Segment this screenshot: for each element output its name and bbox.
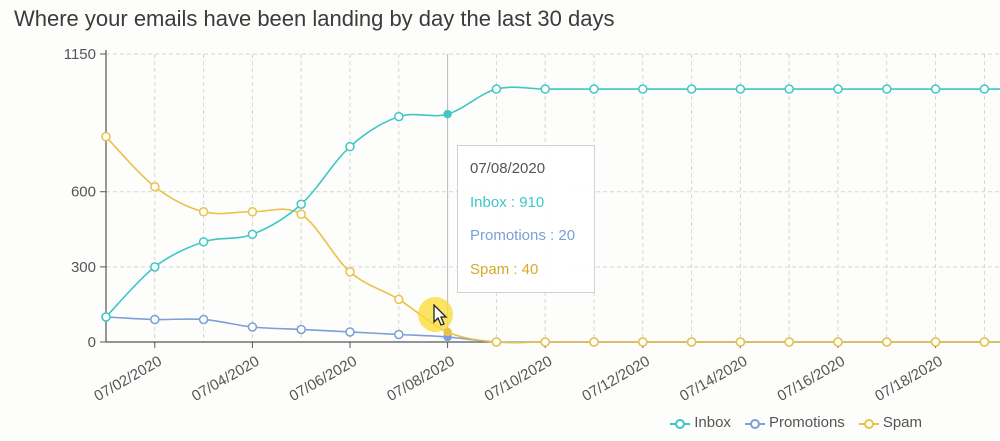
data-point-spam [345, 267, 355, 277]
series-line-promotions [105, 316, 1000, 344]
mouse-pointer-icon [433, 304, 448, 326]
legend-item-promotions[interactable]: Promotions [744, 414, 845, 431]
data-point-inbox [540, 84, 550, 94]
data-point-spam [638, 337, 648, 347]
data-point-spam [540, 337, 550, 347]
x-tick-label: 07/08/2020 [384, 353, 458, 405]
data-point-spam [589, 337, 599, 347]
x-tick-label: 07/10/2020 [482, 353, 556, 405]
data-point-spam [443, 327, 452, 337]
data-point-inbox [686, 84, 697, 94]
data-point-spam [930, 337, 941, 347]
legend-marker-icon [744, 417, 765, 429]
tooltip-inbox: Inbox : 910 [470, 193, 545, 211]
data-point-inbox [930, 84, 941, 94]
data-point-inbox [589, 84, 599, 94]
data-point-spam [735, 337, 746, 347]
x-tick-label: 07/04/2020 [189, 353, 263, 405]
data-point-spam [784, 337, 794, 347]
data-point-spam [150, 181, 160, 192]
data-point-spam [686, 337, 697, 347]
data-point-inbox [491, 84, 502, 94]
tooltip-promotions: Promotions : 20 [470, 227, 576, 244]
data-point-inbox [882, 84, 892, 94]
legend-item-spam[interactable]: Spam [858, 414, 922, 431]
data-point-inbox [296, 199, 306, 210]
data-point-spam [882, 337, 892, 347]
data-point-inbox [443, 109, 452, 119]
x-tick-label: 07/16/2020 [774, 353, 848, 405]
tooltip-date: 07/08/2020 [470, 160, 546, 177]
data-point-spam [394, 294, 404, 305]
data-point-inbox [101, 312, 111, 322]
data-point-inbox [735, 84, 746, 94]
data-point-spam [491, 337, 502, 347]
legend-label: Spam [882, 414, 922, 431]
y-tick-label: 0 [88, 334, 96, 351]
legend-marker-icon [670, 417, 691, 429]
data-point-spam [247, 207, 258, 217]
data-point-promotions [247, 322, 258, 332]
data-point-inbox [833, 84, 843, 94]
x-tick-label: 07/12/2020 [579, 353, 653, 405]
data-point-promotions [345, 327, 355, 337]
y-tick-label: 600 [71, 184, 96, 201]
data-point-inbox [784, 84, 794, 94]
y-tick-label: 300 [71, 259, 96, 276]
x-tick-label: 07/18/2020 [872, 353, 946, 405]
data-tooltip: 07/08/2020 Inbox : 910 Promotions : 20 S… [457, 145, 595, 293]
data-point-inbox [247, 229, 258, 240]
tooltip-spam: Spam : 40 [470, 260, 539, 278]
legend-item-inbox[interactable]: Inbox [670, 414, 731, 431]
page-title: Where your emails have been landing by d… [14, 6, 615, 31]
legend-label: Promotions [768, 414, 845, 431]
data-point-promotions [198, 314, 209, 325]
x-tick-label: 07/02/2020 [91, 353, 165, 405]
y-tick-label: 1150 [64, 46, 96, 63]
data-point-spam [979, 337, 990, 347]
data-point-promotions [394, 329, 404, 340]
data-point-inbox [198, 237, 209, 247]
data-point-spam [833, 337, 843, 347]
data-point-spam [198, 207, 209, 217]
data-point-inbox [150, 262, 160, 272]
data-point-promotions [150, 314, 160, 325]
data-point-spam [296, 209, 306, 220]
data-point-inbox [345, 141, 355, 152]
legend-marker-icon [858, 417, 879, 429]
data-point-inbox [979, 84, 990, 94]
x-tick-label: 07/06/2020 [286, 353, 360, 405]
data-point-inbox [638, 84, 648, 94]
data-point-inbox [394, 111, 404, 122]
data-point-spam [101, 131, 111, 142]
data-point-promotions [296, 324, 306, 335]
chart-legend: Inbox Promotions Spam [670, 414, 922, 431]
legend-label: Inbox [694, 414, 731, 431]
x-tick-label: 07/14/2020 [677, 353, 751, 405]
